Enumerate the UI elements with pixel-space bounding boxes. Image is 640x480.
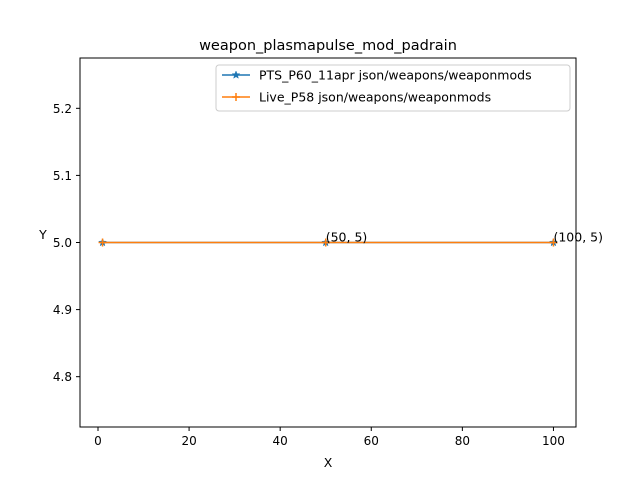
legend: PTS_P60_11apr json/weapons/weaponmods Liv…	[215, 64, 571, 112]
y-axis-label: Y	[38, 227, 47, 242]
legend-marker	[232, 93, 240, 101]
data-point	[321, 238, 330, 247]
series-2	[98, 238, 558, 247]
point-annotation: (100, 5)	[553, 230, 603, 245]
y-tick-label: 4.8	[53, 370, 72, 384]
y-tick-label: 5.0	[53, 236, 72, 250]
y-axis: 4.8 4.9 5.0 5.1 5.2	[53, 102, 80, 384]
x-axis-label: X	[324, 455, 333, 470]
y-tick-label: 5.1	[53, 169, 72, 183]
legend-item: Live_P58 json/weapons/weaponmods	[222, 90, 491, 105]
data-point	[98, 238, 107, 247]
series-layer	[98, 237, 558, 247]
y-tick-label: 4.9	[53, 303, 72, 317]
annotation-layer: (50, 5) (100, 5)	[326, 230, 603, 245]
data-point	[549, 238, 558, 247]
y-tick-label: 5.2	[53, 102, 72, 116]
x-tick-label: 0	[94, 434, 102, 448]
legend-marker	[231, 70, 241, 79]
legend-box	[215, 64, 571, 112]
legend-label: Live_P58 json/weapons/weaponmods	[259, 90, 491, 105]
legend-label: PTS_P60_11apr json/weapons/weaponmods	[259, 68, 532, 83]
x-tick-label: 40	[273, 434, 288, 448]
x-tick-label: 20	[181, 434, 196, 448]
x-axis: 0 20 40 60 80 100	[94, 427, 565, 448]
legend-item: PTS_P60_11apr json/weapons/weaponmods	[222, 68, 532, 83]
x-tick-label: 80	[455, 434, 470, 448]
chart-title: weapon_plasmapulse_mod_padrain	[199, 38, 457, 54]
x-tick-label: 60	[364, 434, 379, 448]
x-tick-label: 100	[542, 434, 565, 448]
point-annotation: (50, 5)	[326, 230, 368, 245]
